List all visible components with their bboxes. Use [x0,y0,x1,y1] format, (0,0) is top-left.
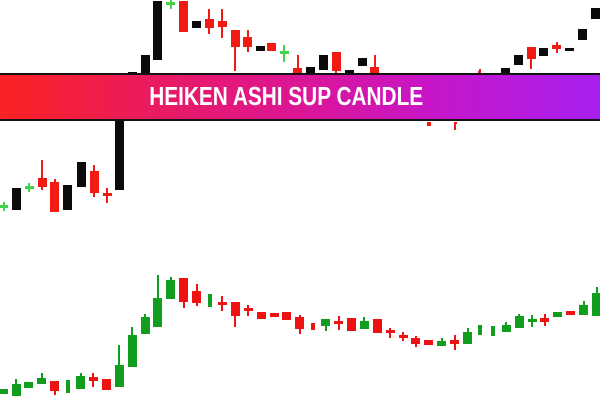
candle [102,192,112,196]
candle [76,376,85,389]
candle [306,67,316,74]
candle [37,178,47,187]
candle-wick [373,55,376,74]
candle [527,319,537,322]
candle [321,319,331,326]
candle [579,304,589,315]
candle [453,121,457,124]
candle [463,331,472,344]
candle [293,68,303,74]
candle [153,1,163,60]
candle [191,20,201,28]
candle [370,67,380,74]
candle [207,294,212,307]
candle-wick [41,160,43,190]
candle [0,389,8,394]
candle [500,67,510,74]
candle [217,21,227,27]
candle [204,18,214,28]
candle [0,204,8,208]
candle [539,47,549,56]
candle [255,46,265,51]
banner-title: HEIKEN ASHI SUP CANDLE [149,81,423,112]
candle [331,52,341,71]
candle [385,329,395,333]
candle [24,381,34,388]
candle [140,316,150,334]
candle [565,47,575,51]
candle [153,297,163,327]
candle [344,69,354,74]
candle [230,302,240,316]
candle [11,384,21,396]
candle [357,58,367,66]
candle [166,280,176,299]
candle-wick [234,29,236,71]
candle [566,311,576,315]
candle [578,28,587,40]
candle [346,318,356,331]
candle [63,185,73,210]
candle [243,36,253,47]
candle [319,55,328,70]
candle [89,170,99,193]
candle [282,312,292,320]
candle [372,319,382,333]
candle [590,7,600,19]
candle [334,320,343,324]
candle [50,380,60,391]
candle [166,2,176,5]
candle [310,322,315,330]
title-banner: HEIKEN ASHI SUP CANDLE [0,72,600,121]
candle [101,379,111,390]
candle [127,334,137,367]
candle [514,316,524,328]
candle [427,122,432,126]
candle [411,338,421,344]
candle-wick [454,121,456,130]
candle [437,341,447,346]
candle [526,46,536,59]
candle [359,320,369,329]
candle [179,277,189,302]
candle [179,1,188,32]
candle [501,324,511,332]
candle [450,340,460,344]
candle [552,44,562,49]
candle [491,325,496,336]
candle-wick [106,188,108,203]
candle [76,161,86,187]
candle [540,318,550,322]
candle [115,119,125,190]
candle [424,339,434,345]
candle [192,291,202,303]
candle [295,317,305,329]
candle [114,364,124,387]
candle [269,313,279,317]
candle [65,380,70,393]
candle [50,182,60,212]
candle-wick [296,55,299,74]
candle [217,301,227,305]
candle [88,377,98,381]
candle [398,334,408,338]
candle [478,324,483,335]
candle [243,307,253,311]
candle [37,377,47,384]
candle [553,312,563,317]
candle [279,50,289,54]
candle [11,188,21,210]
candle [513,55,523,65]
candle [24,186,34,189]
candle [256,312,266,319]
candle [592,292,600,316]
candle [230,29,240,47]
candle [266,42,276,51]
